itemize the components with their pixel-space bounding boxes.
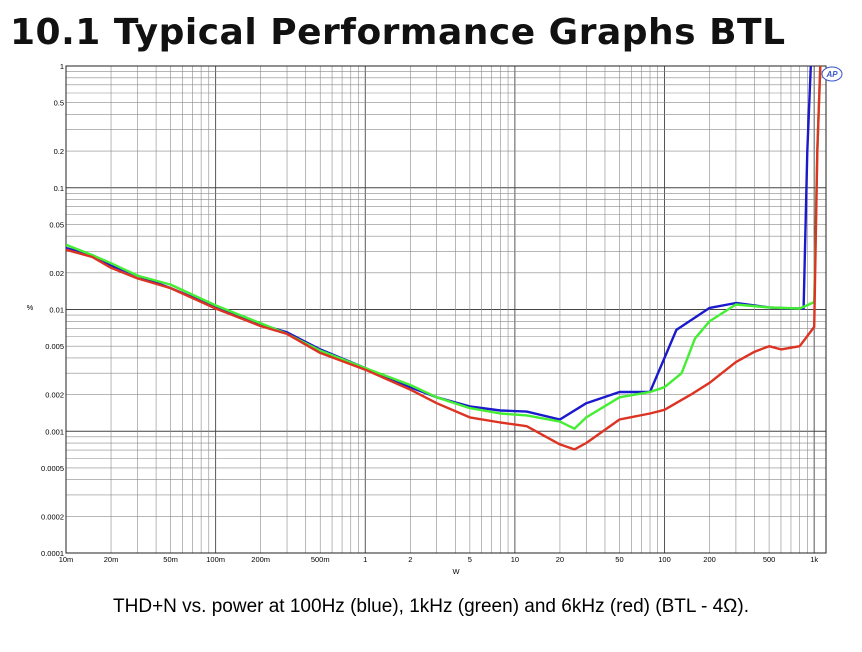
y-tick-label: 1: [60, 62, 64, 71]
y-tick-label: 0.001: [45, 427, 64, 436]
y-tick-label: 0.0005: [41, 464, 64, 473]
y-tick-label: 0.1: [54, 184, 64, 193]
y-tick-label: 0.0001: [41, 549, 64, 558]
x-tick-label: 50m: [163, 555, 178, 564]
y-tick-label: 0.2: [54, 147, 64, 156]
x-tick-label: 2: [408, 555, 412, 564]
minor-gridlines: [66, 66, 826, 553]
y-tick-label: 0.01: [49, 306, 64, 315]
y-tick-label: 0.005: [45, 342, 64, 351]
x-tick-label: 20m: [104, 555, 119, 564]
x-tick-label: 10m: [59, 555, 74, 564]
y-tick-label: 0.02: [49, 269, 64, 278]
y-axis-label: %: [27, 303, 34, 312]
y-tick-label: 0.5: [54, 99, 64, 108]
x-tick-label: 1k: [810, 555, 818, 564]
thd-power-chart: 10m 20m 50m 100m 200m 500m 1 2 5 10 20 50 100 200 500 1…: [27, 62, 843, 576]
series-line-6khz: [66, 66, 822, 451]
x-tick-label: 50: [615, 555, 623, 564]
y-tick-label: 0.0002: [41, 512, 64, 521]
series-lines: [66, 66, 822, 451]
x-tick-label: 5: [468, 555, 472, 564]
figure-caption: THD+N vs. power at 100Hz (blue), 1kHz (g…: [113, 596, 749, 617]
x-tick-label: 200m: [251, 555, 270, 564]
y-tick-label: 0.002: [45, 391, 64, 400]
x-tick-label: 1: [363, 555, 367, 564]
x-tick-label: 500m: [311, 555, 330, 564]
y-tick-labels: 1 0.5 0.2 0.1 0.05 0.02 0.01 0.005 0.002 0.001 0.0…: [41, 62, 64, 558]
x-tick-label: 200: [703, 555, 716, 564]
plot-frame: [65, 65, 827, 554]
x-tick-label: 100m: [206, 555, 225, 564]
ap-logo: AP: [821, 66, 843, 82]
x-tick-labels: 10m 20m 50m 100m 200m 500m 1 2 5 10 20 50 100 200 500 1…: [59, 555, 819, 564]
series-line-1khz: [66, 66, 822, 430]
x-tick-label: 100: [658, 555, 671, 564]
x-tick-label: 10: [511, 555, 519, 564]
page-heading: 10.1 Typical Performance Graphs BTL: [10, 12, 786, 53]
x-axis-label: W: [452, 567, 460, 576]
x-tick-label: 20: [556, 555, 564, 564]
x-tick-label: 500: [763, 555, 776, 564]
ap-logo-text: AP: [825, 70, 838, 79]
y-tick-label: 0.05: [49, 220, 64, 229]
